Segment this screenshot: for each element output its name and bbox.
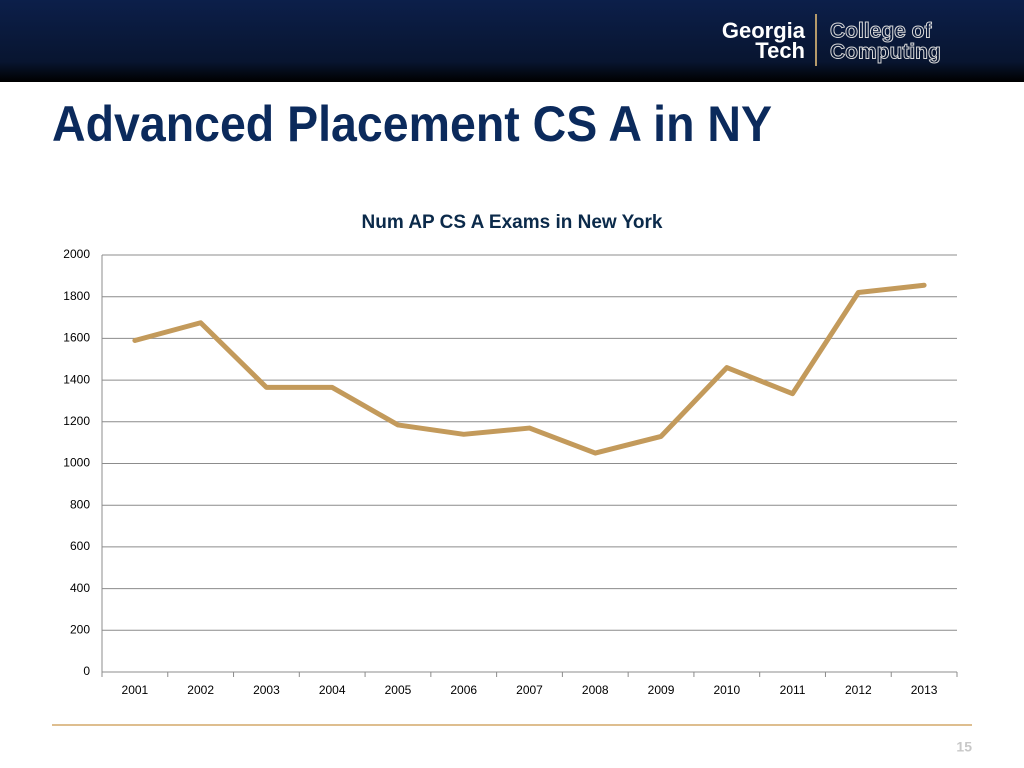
x-tick-label: 2012	[845, 683, 872, 697]
y-tick-label: 600	[70, 539, 90, 553]
y-tick-label: 1400	[63, 372, 90, 386]
x-tick-label: 2004	[319, 683, 346, 697]
y-tick-label: 800	[70, 497, 90, 511]
y-tick-label: 2000	[63, 247, 90, 261]
y-tick-label: 1800	[63, 289, 90, 303]
data-line	[132, 282, 927, 456]
y-tick-label: 1000	[63, 456, 90, 470]
x-tick-label: 2006	[450, 683, 477, 697]
x-tick-label: 2002	[187, 683, 214, 697]
x-tick-label: 2009	[648, 683, 675, 697]
logo-text: Computing	[830, 41, 941, 64]
y-tick-label: 400	[70, 581, 90, 595]
logo-text: Georgia	[722, 18, 806, 43]
logo-text: Tech	[755, 38, 805, 63]
y-tick-label: 1200	[63, 414, 90, 428]
y-tick-label: 1600	[63, 331, 90, 345]
page-number: 15	[956, 739, 972, 755]
x-tick-label: 2005	[385, 683, 412, 697]
x-tick-label: 2007	[516, 683, 543, 697]
logo-text: College of	[830, 20, 933, 43]
chart-title: Num AP CS A Exams in New York	[362, 212, 663, 233]
x-tick-label: 2003	[253, 683, 280, 697]
y-tick-label: 200	[70, 622, 90, 636]
x-tick-label: 2008	[582, 683, 609, 697]
x-tick-label: 2001	[122, 683, 149, 697]
slide-title: Advanced Placement CS A in NY	[52, 96, 772, 152]
header-bar	[0, 0, 1024, 82]
y-tick-label: 0	[83, 664, 90, 678]
x-tick-label: 2013	[911, 683, 938, 697]
x-tick-label: 2011	[780, 683, 806, 697]
x-tick-label: 2010	[713, 683, 740, 697]
